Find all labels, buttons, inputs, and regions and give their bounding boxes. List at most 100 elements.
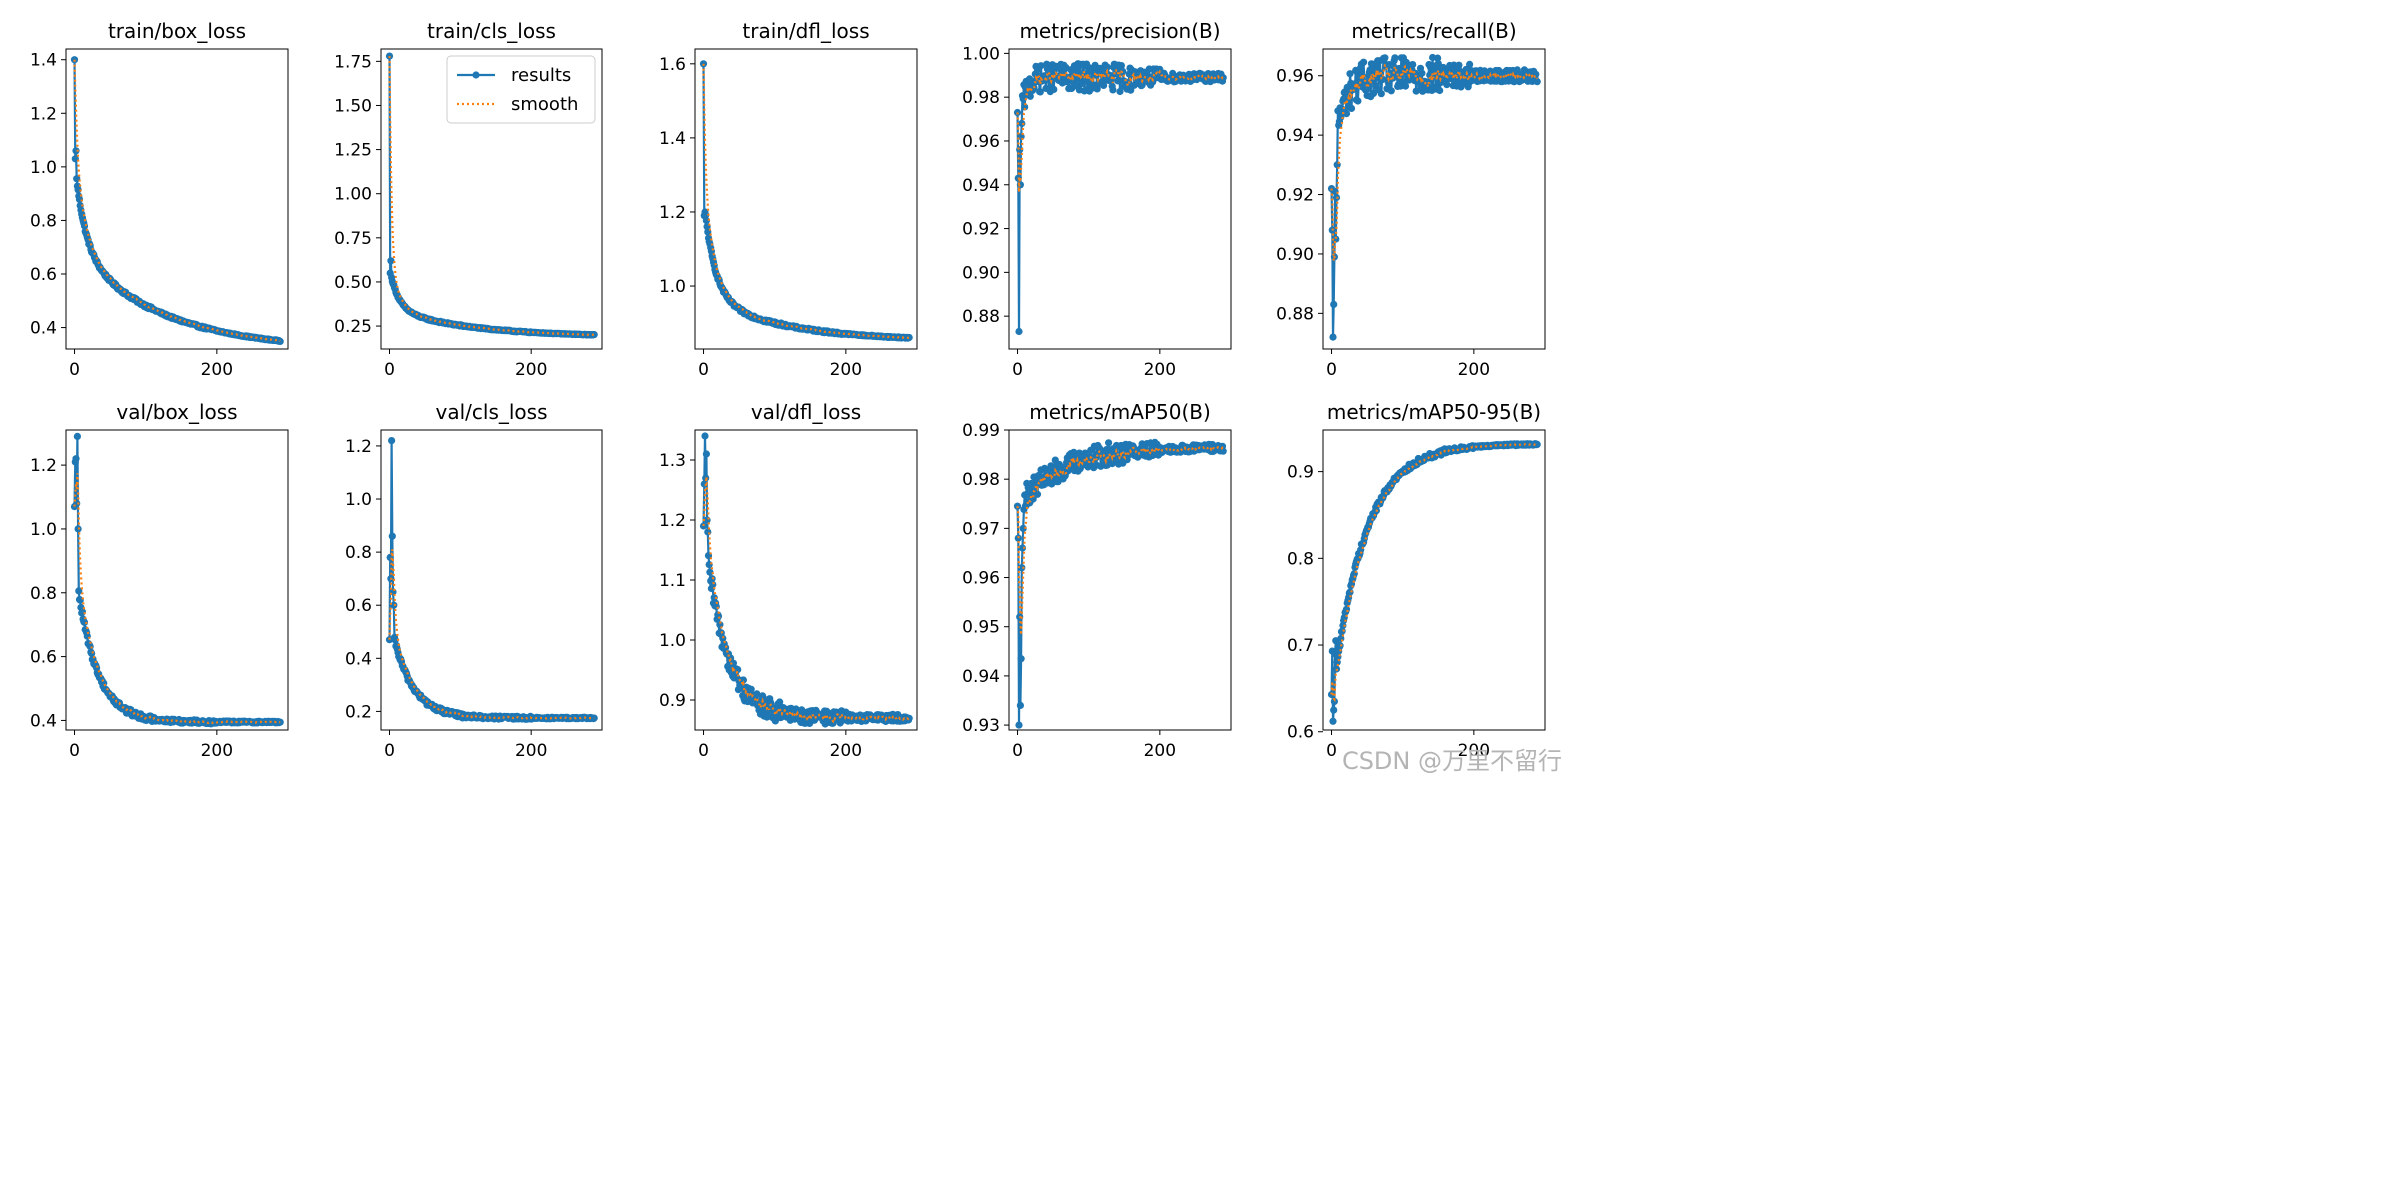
subplot-val-cls-loss: val/cls_loss 0.2 0.4 0.6 0.8 1.0 1.2 0 200 (345, 400, 603, 761)
results-point (1033, 490, 1042, 498)
results-point (714, 612, 723, 620)
y-tick-label: 1.0 (659, 277, 686, 297)
subplot-train-box-loss: train/box_loss 0.4 0.6 0.8 1.0 1.2 1.4 0 200 (30, 19, 289, 380)
y-tick-label: 1.1 (659, 571, 686, 591)
results-point (1391, 54, 1399, 62)
y-tick-label: 0.4 (30, 319, 57, 339)
results-point (1336, 642, 1344, 650)
plot-frame (694, 429, 918, 731)
results-point (905, 333, 913, 342)
x-tick-label: 0 (1012, 741, 1023, 761)
results-markers (1327, 440, 1541, 725)
results-line (1016, 62, 1225, 333)
results-point (1330, 697, 1338, 706)
results-point (1360, 58, 1368, 66)
subplot-title: metrics/precision(B) (1019, 19, 1220, 43)
results-point (1533, 440, 1541, 448)
smooth-line (1016, 444, 1225, 635)
results-point (1401, 82, 1410, 90)
smooth-line (702, 476, 910, 724)
y-tick-label: 0.75 (334, 229, 372, 249)
y-tick-label: 1.4 (30, 51, 57, 71)
y-tick-label: 0.8 (30, 211, 57, 231)
results-point (1377, 90, 1385, 98)
results-point (1418, 69, 1426, 77)
results-point (702, 211, 710, 219)
subplot-metrics-precision-b-: metrics/precision(B) 0.88 0.90 0.92 0.94 0.96… (962, 19, 1232, 380)
y-tick-label: 1.00 (962, 44, 1000, 64)
x-tick-label: 0 (384, 741, 395, 761)
results-point (1017, 655, 1025, 663)
results-point (710, 594, 718, 602)
results-point (73, 175, 81, 183)
results-point (75, 195, 84, 203)
results-point (1533, 78, 1541, 86)
y-tick-label: 0.7 (1287, 636, 1314, 656)
results-point (1443, 81, 1451, 89)
y-tick-label: 0.92 (1276, 186, 1314, 206)
results-point (1381, 54, 1389, 62)
results-point (1103, 63, 1111, 71)
results-point (1071, 65, 1079, 73)
smooth-line (1330, 63, 1539, 265)
results-point (905, 714, 913, 722)
legend-results-marker (472, 71, 480, 79)
results-point (590, 331, 598, 339)
subplot-title: metrics/mAP50-95(B) (1327, 400, 1541, 424)
y-tick-label: 0.50 (334, 273, 372, 293)
results-point (1329, 333, 1337, 341)
results-point (706, 568, 714, 576)
y-tick-label: 0.2 (345, 702, 372, 722)
results-point (1117, 62, 1125, 70)
results-point (1021, 103, 1029, 111)
y-tick-label: 0.8 (1287, 549, 1314, 569)
smooth-line (702, 63, 910, 339)
results-point (1369, 89, 1378, 97)
subplot-title: val/box_loss (116, 400, 237, 424)
results-point (704, 528, 712, 536)
x-tick-label: 0 (69, 741, 80, 761)
plot-frame (380, 48, 603, 350)
results-point (1364, 84, 1372, 93)
smooth-line (1330, 443, 1538, 703)
results-point (1015, 721, 1023, 729)
results-line (702, 63, 910, 340)
results-point (1037, 62, 1045, 70)
results-point (1347, 104, 1356, 112)
y-tick-label: 0.98 (962, 88, 1000, 108)
results-point (1342, 110, 1351, 118)
y-tick-label: 0.96 (962, 569, 1000, 589)
results-line (388, 439, 595, 721)
plot-frame (65, 48, 289, 350)
legend: results smooth (446, 55, 596, 124)
x-tick-label: 200 (1458, 741, 1490, 761)
results-point (747, 685, 755, 693)
y-tick-label: 1.2 (659, 511, 686, 531)
results-point (1338, 627, 1346, 635)
y-tick-label: 0.4 (345, 649, 372, 669)
results-point (72, 455, 80, 463)
y-tick-label: 1.0 (345, 490, 372, 510)
y-tick-label: 0.25 (334, 317, 372, 337)
y-tick-label: 1.00 (334, 185, 372, 205)
results-point (1119, 67, 1127, 76)
results-point (1016, 701, 1024, 710)
results-point (1332, 235, 1340, 243)
x-tick-label: 200 (1144, 360, 1176, 380)
y-tick-label: 0.97 (962, 519, 1000, 539)
results-point (80, 618, 89, 627)
y-tick-label: 0.99 (962, 421, 1000, 441)
y-tick-label: 1.4 (659, 129, 686, 149)
results-point (1014, 534, 1022, 542)
results-point (1018, 564, 1026, 572)
plot-frame (1322, 48, 1546, 350)
y-tick-label: 0.93 (962, 716, 1000, 736)
results-point (1015, 327, 1023, 336)
subplot-metrics-map50-95-b-: metrics/mAP50-95(B) 0.6 0.7 0.8 0.9 0 200 (1287, 400, 1546, 761)
y-tick-label: 1.0 (30, 520, 57, 540)
results-point (1047, 462, 1055, 470)
smooth-line (388, 549, 595, 720)
results-point (705, 561, 713, 569)
plot-frame (694, 48, 918, 350)
results-markers (1013, 60, 1227, 336)
